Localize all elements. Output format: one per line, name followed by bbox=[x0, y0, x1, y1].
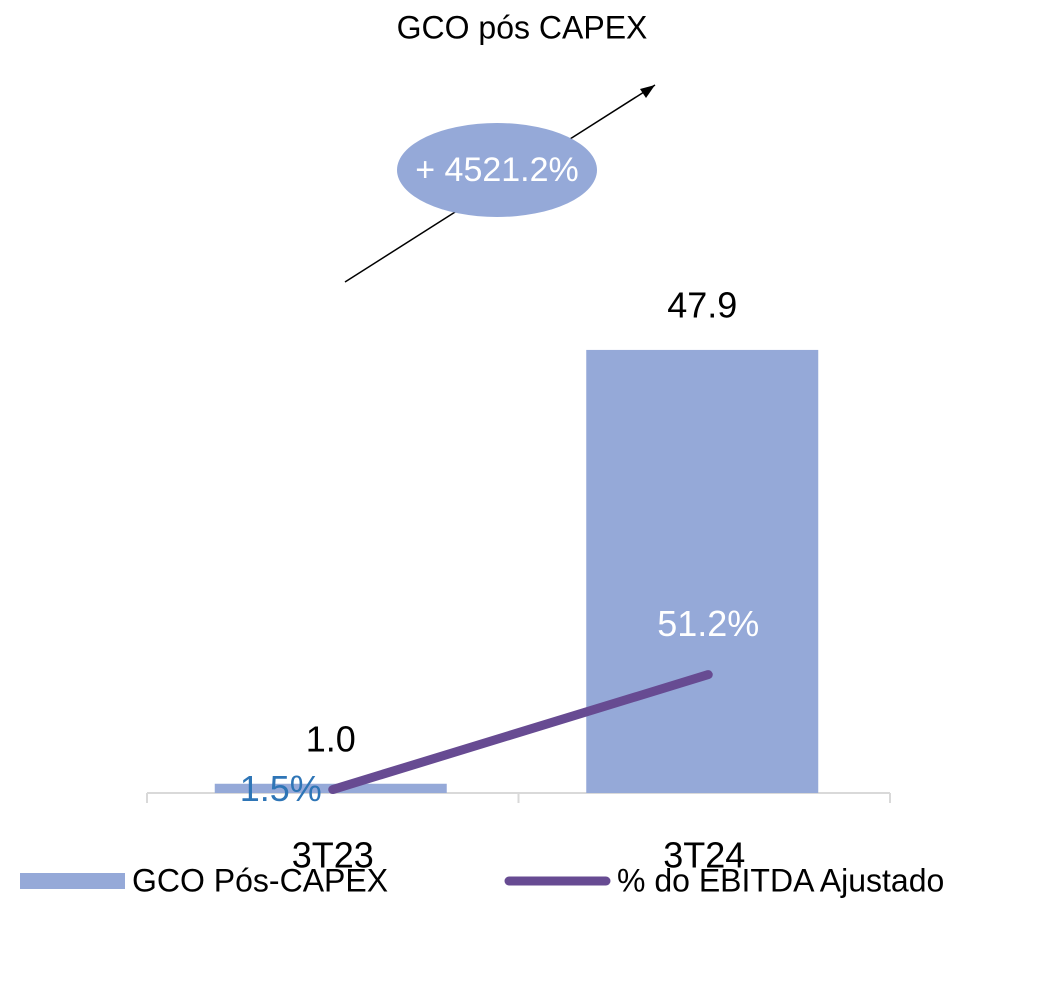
arrow-head bbox=[640, 85, 655, 98]
bar-label: 47.9 bbox=[667, 284, 737, 325]
chart-title: GCO pós CAPEX bbox=[397, 9, 648, 45]
legend-swatch bbox=[20, 873, 125, 889]
legend-label: % do EBITDA Ajustado bbox=[617, 862, 944, 898]
x-tick-label: 3T23 bbox=[292, 835, 374, 876]
legend-label: GCO Pós-CAPEX bbox=[132, 862, 388, 898]
bar-label: 1.0 bbox=[306, 718, 356, 759]
line-label: 51.2% bbox=[657, 603, 759, 644]
line bbox=[328, 670, 713, 795]
annotation: + 4521.2% bbox=[415, 151, 579, 189]
annotation-bubble bbox=[397, 123, 597, 217]
bar bbox=[586, 349, 819, 793]
x-tick-label: 3T24 bbox=[663, 835, 745, 876]
line-label: 1.5% bbox=[240, 768, 322, 809]
